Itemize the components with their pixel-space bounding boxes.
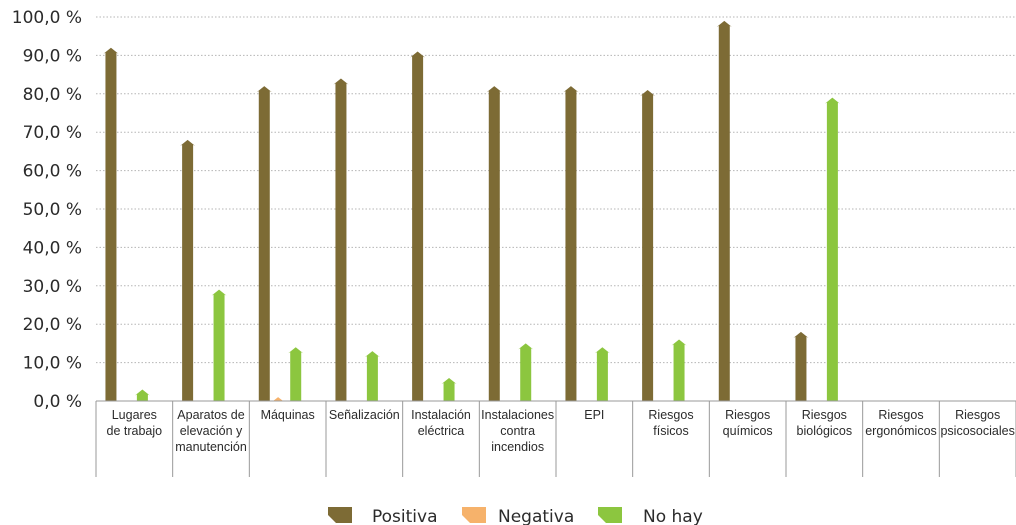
y-tick-label: 70,0 % [23,123,82,143]
x-tick-label: Riesgos químicos [723,408,773,438]
y-tick-label: 80,0 % [23,85,82,105]
legend-label: No hay [643,507,703,525]
legend-swatch [598,507,622,523]
x-tick-label: Riesgos ergonómicos [865,408,937,438]
bar-positiva [563,86,578,401]
bars [103,21,839,401]
legend-label: Negativa [498,507,574,525]
y-tick-label: 40,0 % [23,238,82,258]
y-tick-label: 90,0 % [23,46,82,66]
gridlines [96,17,1016,363]
y-tick-label: 30,0 % [23,277,82,297]
x-tick-label: Riesgos físicos [648,408,693,438]
legend-swatch [328,507,352,523]
x-tick-label: Riesgos biológicos [797,408,853,438]
bar-positiva [103,48,118,401]
bar-no-hay [595,347,610,401]
legend: Positiva Negativa No hay [328,507,703,525]
x-tick-label: EPI [584,408,604,422]
legend-swatch [462,507,486,523]
bar-positiva [487,86,502,401]
x-tick-label: Señalización [329,408,400,422]
y-tick-label: 60,0 % [23,162,82,182]
y-tick-label: 0,0 % [33,392,82,412]
bar-no-hay [212,290,227,401]
x-tick-label: Aparatos de elevación y manutención [175,408,247,454]
bar-negativa [273,397,283,401]
bar-positiva [793,332,808,401]
y-axis-ticks: 0,0 % 10,0 % 20,0 % 30,0 % 40,0 % 50,0 % 60,0 … [12,8,82,412]
bar-no-hay [518,343,533,401]
y-tick-label: 100,0 % [12,8,82,28]
y-tick-label: 50,0 % [23,200,82,220]
x-tick-label: Riesgos psicosociales [940,408,1014,438]
y-tick-label: 10,0 % [23,354,82,374]
bar-positiva [717,21,732,401]
bar-positiva [640,90,655,401]
bar-no-hay [365,351,380,401]
bar-no-hay [135,389,150,401]
bar-positiva [333,78,348,401]
bar-positiva [410,52,425,401]
y-tick-label: 20,0 % [23,315,82,335]
legend-label: Positiva [372,507,438,525]
bar-no-hay [672,340,687,401]
x-tick-label: Instalaciones contra incendios [481,408,554,454]
x-tick-label: Máquinas [261,408,315,422]
bar-no-hay [442,378,457,401]
x-tick-label: Lugares de trabajo [107,408,163,438]
x-tick-label: Instalación eléctrica [411,408,471,438]
bar-positiva [180,140,195,401]
bar-no-hay [825,98,840,401]
bar-positiva [257,86,272,401]
bar-no-hay [288,347,303,401]
